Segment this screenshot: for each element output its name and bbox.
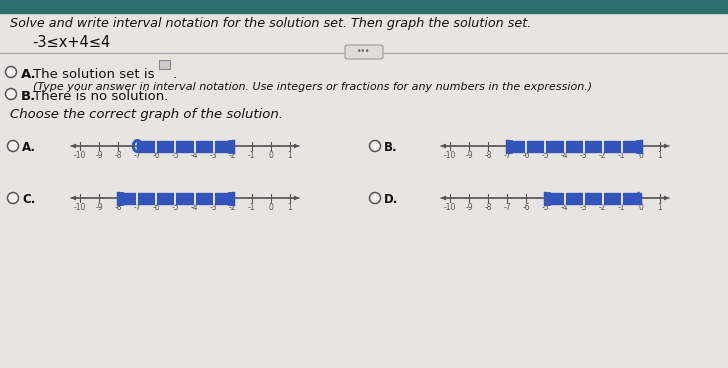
Text: -2: -2 [599, 152, 606, 160]
Bar [545, 192, 641, 204]
Text: -10: -10 [444, 152, 456, 160]
Text: -5: -5 [172, 152, 179, 160]
Text: -2: -2 [599, 204, 606, 212]
Text: -5: -5 [542, 204, 549, 212]
Text: -3: -3 [579, 152, 587, 160]
Text: 0: 0 [269, 152, 273, 160]
Circle shape [6, 88, 17, 99]
Text: -3: -3 [210, 204, 218, 212]
Circle shape [370, 141, 381, 152]
Text: -8: -8 [114, 152, 122, 160]
Text: B.: B. [384, 141, 397, 154]
Text: -1: -1 [248, 204, 256, 212]
Text: -10: -10 [444, 204, 456, 212]
Circle shape [370, 192, 381, 204]
Text: -9: -9 [95, 204, 103, 212]
Text: -8: -8 [484, 204, 492, 212]
Text: -4: -4 [191, 204, 198, 212]
Text: 1: 1 [657, 204, 662, 212]
Text: Choose the correct graph of the solution.: Choose the correct graph of the solution… [10, 108, 283, 121]
Text: -2: -2 [229, 204, 237, 212]
Text: -9: -9 [465, 152, 473, 160]
Text: •••: ••• [357, 47, 371, 57]
Text: -3≤x+4≤4: -3≤x+4≤4 [32, 35, 110, 50]
Bar [138, 141, 233, 152]
Text: 1: 1 [288, 152, 293, 160]
Text: -1: -1 [618, 204, 625, 212]
Text: -7: -7 [133, 152, 141, 160]
Circle shape [7, 192, 18, 204]
Text: A.: A. [21, 68, 36, 81]
Text: -10: -10 [74, 152, 86, 160]
Text: D.: D. [384, 193, 398, 206]
Text: -5: -5 [172, 204, 179, 212]
Text: -1: -1 [248, 152, 256, 160]
Text: 0: 0 [638, 204, 644, 212]
Text: C.: C. [22, 193, 36, 206]
Text: -10: -10 [74, 204, 86, 212]
Text: -3: -3 [579, 204, 587, 212]
Text: -5: -5 [542, 152, 549, 160]
Bar [118, 192, 233, 204]
Text: -6: -6 [153, 152, 160, 160]
Text: -8: -8 [114, 204, 122, 212]
Text: -7: -7 [133, 204, 141, 212]
Text: 1: 1 [288, 204, 293, 212]
Bar [159, 60, 170, 69]
Text: -6: -6 [153, 204, 160, 212]
Bar [0, 0, 728, 13]
Circle shape [7, 141, 18, 152]
Text: -9: -9 [95, 152, 103, 160]
Text: -4: -4 [561, 204, 569, 212]
FancyBboxPatch shape [345, 45, 383, 59]
Text: -9: -9 [465, 204, 473, 212]
Text: -4: -4 [191, 152, 198, 160]
Text: -7: -7 [504, 152, 511, 160]
Text: B.: B. [21, 90, 36, 103]
Text: -3: -3 [210, 152, 218, 160]
Text: The solution set is: The solution set is [33, 68, 154, 81]
Text: .: . [173, 68, 177, 81]
Bar [507, 141, 641, 152]
Text: There is no solution.: There is no solution. [33, 90, 168, 103]
Text: 0: 0 [269, 204, 273, 212]
Text: -8: -8 [484, 152, 492, 160]
Circle shape [6, 67, 17, 78]
Text: Solve and write interval notation for the solution set. Then graph the solution : Solve and write interval notation for th… [10, 17, 531, 30]
Text: -6: -6 [523, 204, 530, 212]
Text: -1: -1 [618, 152, 625, 160]
Text: 0: 0 [638, 152, 644, 160]
Text: A.: A. [22, 141, 36, 154]
Text: 1: 1 [657, 152, 662, 160]
Text: -7: -7 [504, 204, 511, 212]
Text: -4: -4 [561, 152, 569, 160]
Text: -6: -6 [523, 152, 530, 160]
Text: -2: -2 [229, 152, 237, 160]
Text: (Type your answer in interval notation. Use integers or fractions for any number: (Type your answer in interval notation. … [33, 82, 592, 92]
